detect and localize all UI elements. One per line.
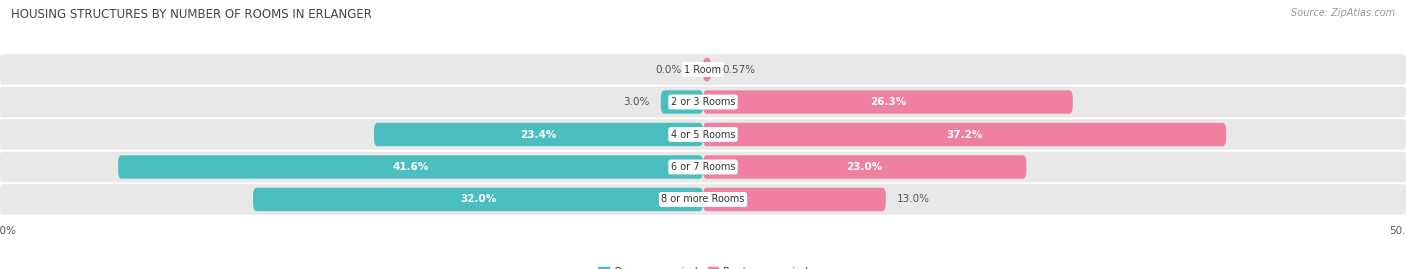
Text: 0.57%: 0.57% <box>723 65 755 75</box>
Text: 8 or more Rooms: 8 or more Rooms <box>661 194 745 204</box>
FancyBboxPatch shape <box>703 58 711 81</box>
Text: 0.0%: 0.0% <box>655 65 682 75</box>
FancyBboxPatch shape <box>703 123 1226 146</box>
FancyBboxPatch shape <box>374 123 703 146</box>
FancyBboxPatch shape <box>253 188 703 211</box>
FancyBboxPatch shape <box>0 152 1406 182</box>
FancyBboxPatch shape <box>703 155 1026 179</box>
Text: 2 or 3 Rooms: 2 or 3 Rooms <box>671 97 735 107</box>
Text: 26.3%: 26.3% <box>870 97 905 107</box>
FancyBboxPatch shape <box>118 155 703 179</box>
Legend: Owner-occupied, Renter-occupied: Owner-occupied, Renter-occupied <box>595 263 811 269</box>
FancyBboxPatch shape <box>0 87 1406 117</box>
FancyBboxPatch shape <box>661 90 703 114</box>
Text: 37.2%: 37.2% <box>946 129 983 140</box>
FancyBboxPatch shape <box>0 54 1406 85</box>
Text: 13.0%: 13.0% <box>897 194 929 204</box>
Text: 32.0%: 32.0% <box>460 194 496 204</box>
FancyBboxPatch shape <box>0 184 1406 215</box>
Text: 6 or 7 Rooms: 6 or 7 Rooms <box>671 162 735 172</box>
Text: HOUSING STRUCTURES BY NUMBER OF ROOMS IN ERLANGER: HOUSING STRUCTURES BY NUMBER OF ROOMS IN… <box>11 8 373 21</box>
Text: 41.6%: 41.6% <box>392 162 429 172</box>
FancyBboxPatch shape <box>703 188 886 211</box>
Text: 1 Room: 1 Room <box>685 65 721 75</box>
Text: Source: ZipAtlas.com: Source: ZipAtlas.com <box>1291 8 1395 18</box>
FancyBboxPatch shape <box>0 119 1406 150</box>
FancyBboxPatch shape <box>703 90 1073 114</box>
Text: 4 or 5 Rooms: 4 or 5 Rooms <box>671 129 735 140</box>
Text: 23.0%: 23.0% <box>846 162 883 172</box>
Text: 23.4%: 23.4% <box>520 129 557 140</box>
Text: 3.0%: 3.0% <box>623 97 650 107</box>
